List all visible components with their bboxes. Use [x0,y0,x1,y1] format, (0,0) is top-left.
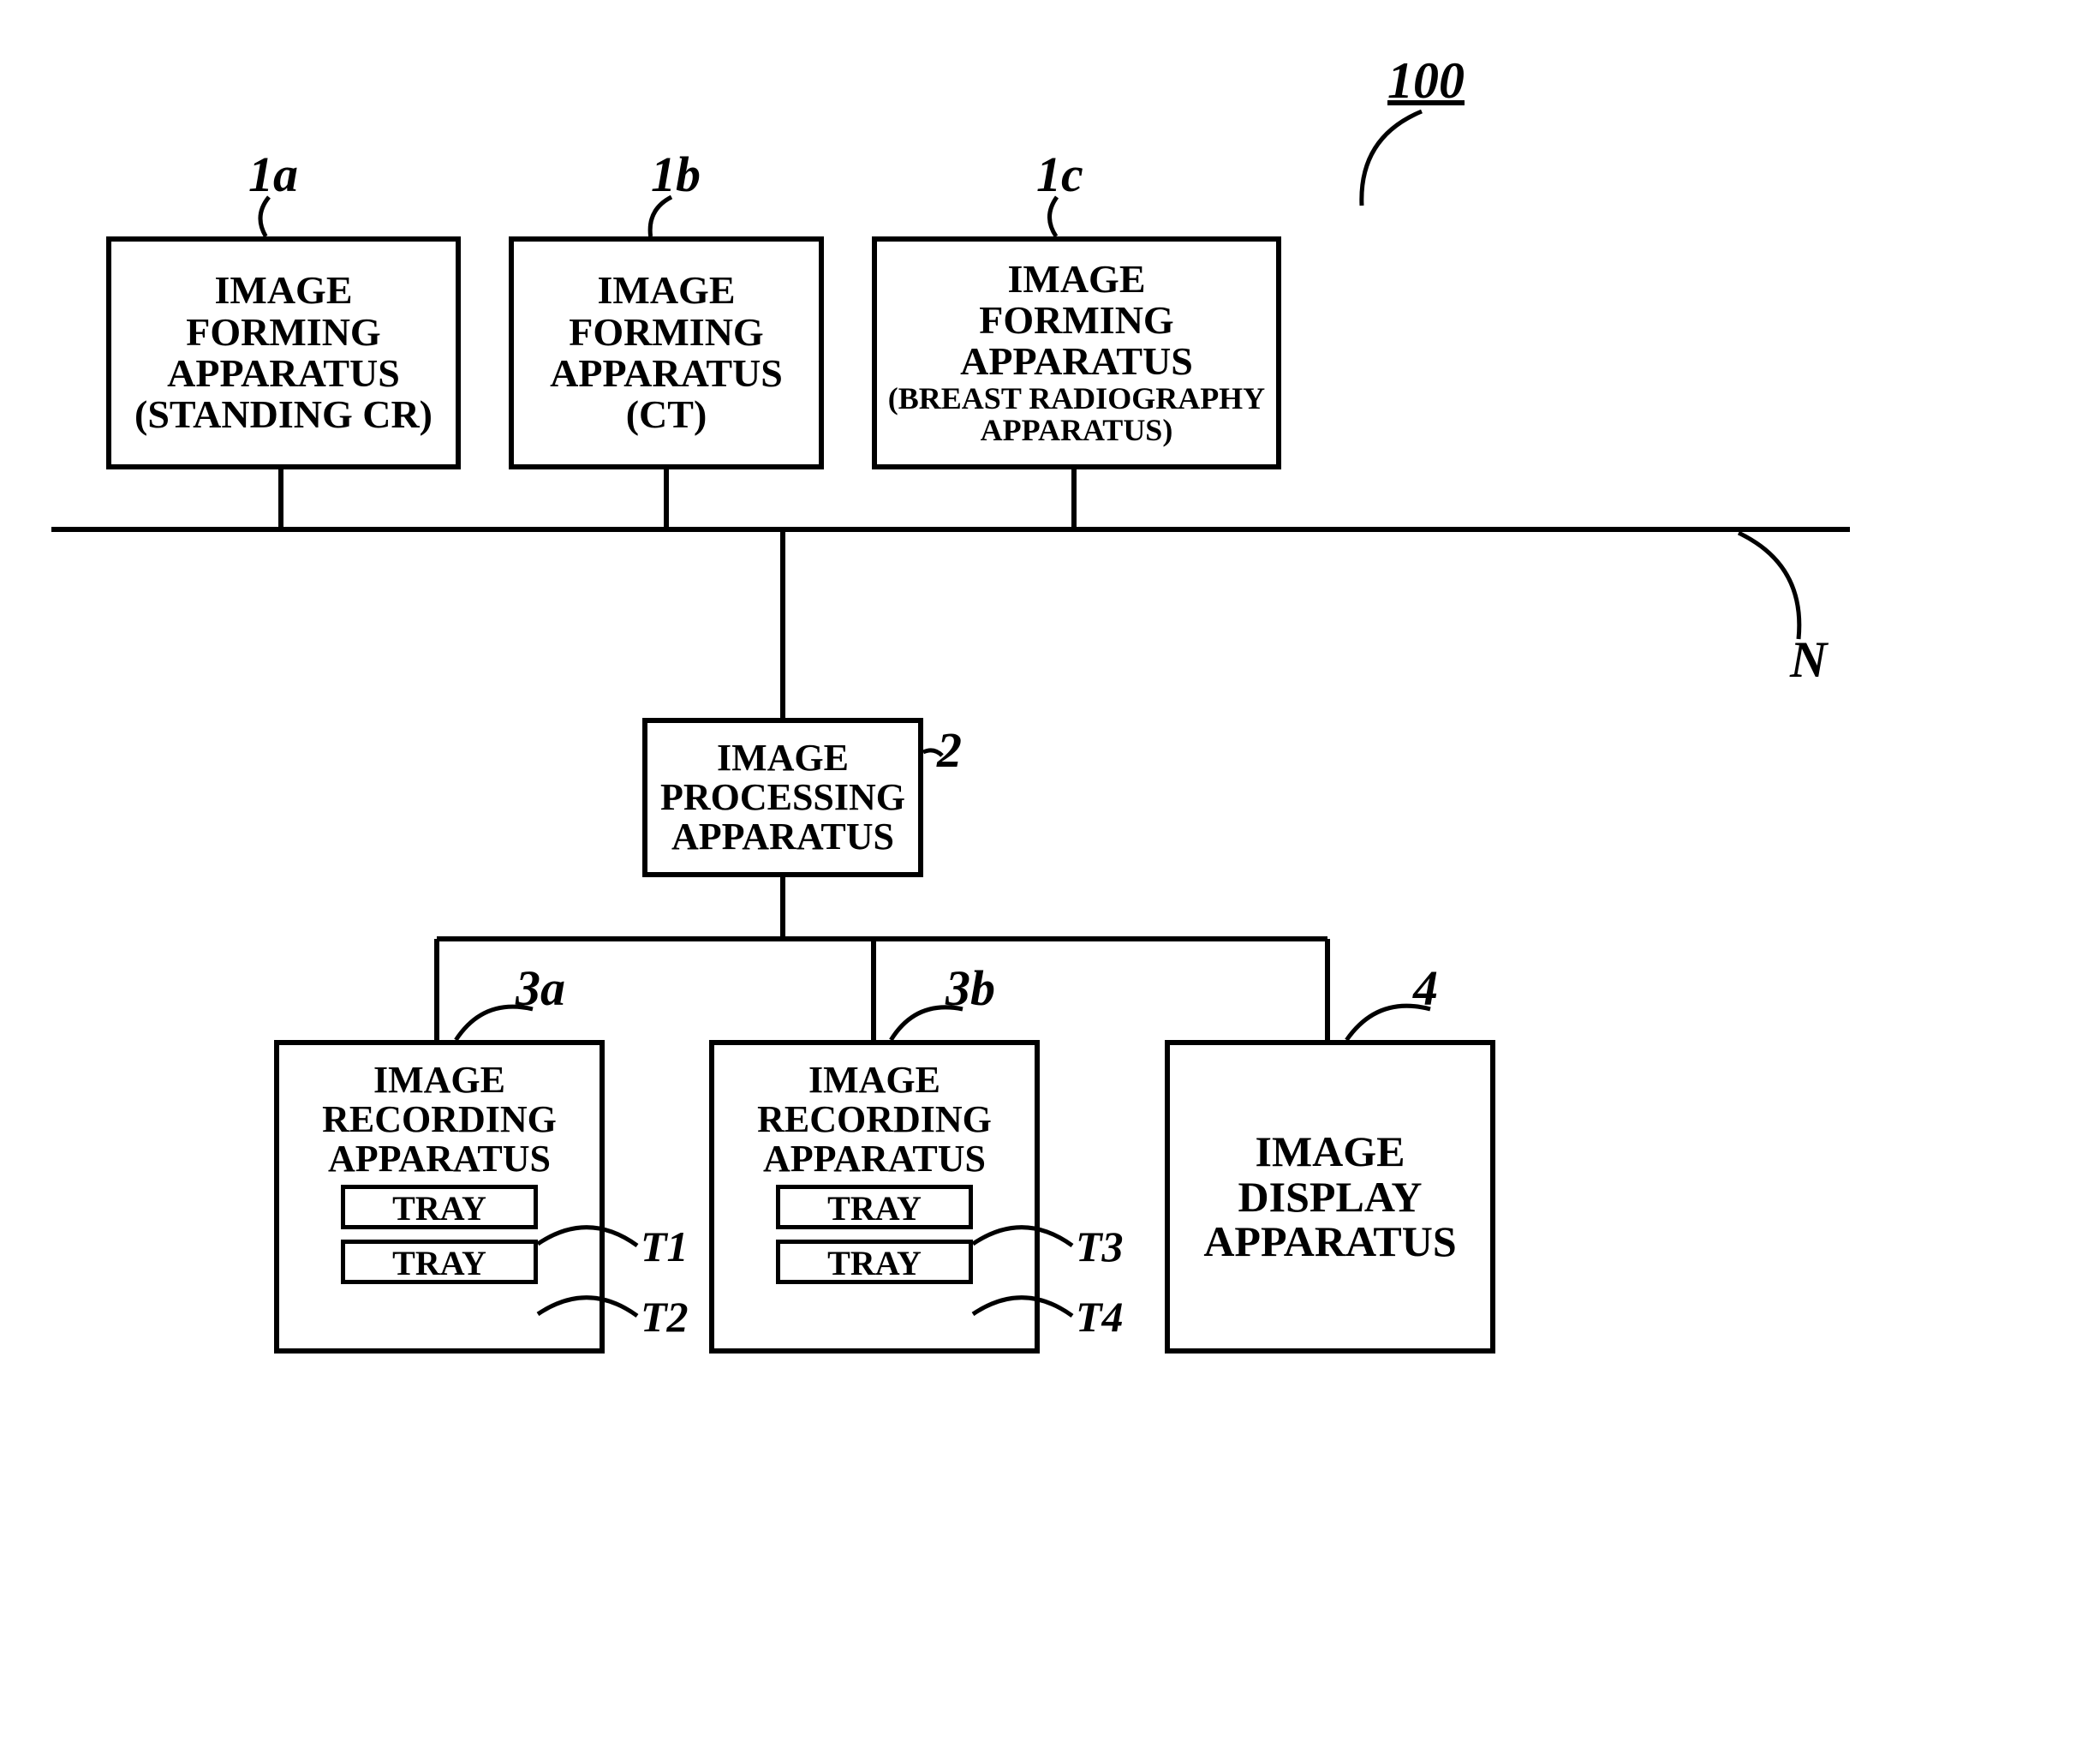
image-display-apparatus-4: IMAGEDISPLAYAPPARATUS [1165,1040,1495,1354]
diagram-canvas: 100N1aIMAGEFORMINGAPPARATUS(STANDING CR)… [0,0,2100,1745]
